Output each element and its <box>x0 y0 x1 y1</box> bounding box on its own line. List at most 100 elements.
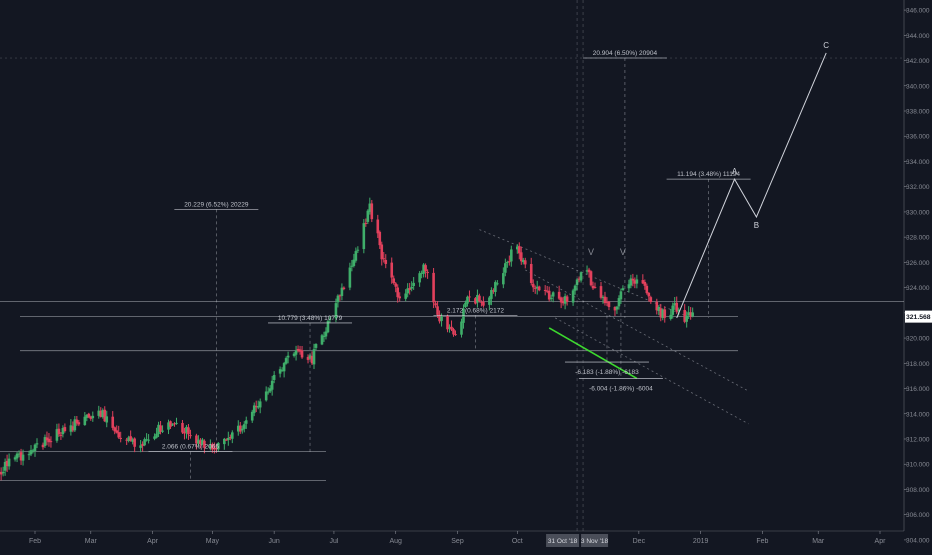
candle-body <box>432 273 435 302</box>
candle-body <box>2 472 5 473</box>
chevron-down-marker: V <box>620 247 626 257</box>
candle-body <box>450 327 453 330</box>
candle-body <box>337 296 340 303</box>
candle-body <box>574 286 577 291</box>
y-tick-label: 346.000 <box>906 8 930 15</box>
candle-body <box>267 392 270 393</box>
candle-body <box>468 296 471 297</box>
candle-body <box>663 309 666 317</box>
measure-label: -6.004 (-1.86%) -6004 <box>589 385 653 392</box>
candle-body <box>371 203 374 219</box>
y-tick-label: 342.000 <box>906 58 930 65</box>
candle-body <box>646 286 649 293</box>
measure-label: 20.904 (6.50%) 20904 <box>593 50 658 57</box>
candle-body <box>301 350 304 357</box>
x-tick-label: Dec <box>633 538 646 545</box>
x-tick-label: Jul <box>329 538 338 545</box>
candle-body <box>315 344 318 348</box>
candle-body <box>273 375 276 380</box>
candle-body <box>632 279 635 281</box>
candle-body <box>466 297 469 304</box>
y-tick-label: 308.000 <box>906 487 930 494</box>
candle-body <box>22 455 25 461</box>
candle-body <box>538 287 541 291</box>
candle-body <box>111 417 114 428</box>
x-tick-label: Mar <box>85 538 98 545</box>
y-tick-label: 328.000 <box>906 235 930 242</box>
candle-body <box>84 417 87 425</box>
x-highlight-tag: 3 Nov '18 <box>581 534 609 547</box>
wave-label-a: A <box>732 167 738 176</box>
candle-body <box>8 459 11 467</box>
candle-body <box>616 307 619 310</box>
candle-body <box>650 297 653 302</box>
y-tick-label: 310.000 <box>906 462 930 469</box>
y-tick-label: 336.000 <box>906 134 930 141</box>
candle-body <box>259 401 262 407</box>
candle-body <box>550 298 553 299</box>
candle-body <box>382 258 385 259</box>
candle-body <box>478 296 481 301</box>
candle-body <box>231 432 234 438</box>
candle-body <box>530 264 533 283</box>
candle-body <box>105 416 108 422</box>
x-highlight-label: 31 Oct '18 <box>548 538 578 545</box>
candle-body <box>187 427 190 434</box>
candle-body <box>594 287 597 288</box>
candle-body <box>223 439 226 444</box>
candle-body <box>58 429 61 435</box>
candle-body <box>404 294 407 299</box>
candle-body <box>620 291 623 299</box>
candle-body <box>161 431 164 432</box>
candle-body <box>398 296 401 298</box>
candle-body <box>343 288 346 289</box>
candle <box>321 334 324 345</box>
candle-body <box>691 312 694 316</box>
candle-body <box>60 435 63 436</box>
x-tick-label: Apr <box>875 538 887 545</box>
candle-body <box>367 211 370 222</box>
last-price-tag: 321.568 <box>905 311 932 323</box>
candle <box>363 219 366 253</box>
last-price-label: 321.568 <box>906 314 931 321</box>
candle-body <box>376 219 379 233</box>
candle-body <box>590 271 593 285</box>
measure-label: -6.183 (-1.88%) -6183 <box>575 369 639 376</box>
candle-body <box>510 249 513 261</box>
candle-body <box>396 288 399 298</box>
candle-body <box>171 424 174 425</box>
candle-body <box>147 440 150 441</box>
candle-body <box>482 302 485 306</box>
candle-body <box>378 232 381 245</box>
candle-body <box>669 315 672 319</box>
candle-body <box>175 423 178 424</box>
measure-label: 10.779 (3.48%) 10779 <box>278 315 343 322</box>
candle-body <box>410 287 413 289</box>
x-tick-label: Oct <box>512 538 523 545</box>
candle-body <box>392 278 395 283</box>
candle-body <box>117 432 120 437</box>
candle-body <box>380 245 383 260</box>
candle-body <box>600 286 603 298</box>
candle-body <box>155 434 158 438</box>
candle-body <box>355 251 358 261</box>
candle-body <box>502 273 505 284</box>
candle-body <box>572 290 575 302</box>
y-tick-label: 320.000 <box>906 336 930 343</box>
candle-body <box>91 416 94 418</box>
measure-label: 20.229 (6.52%) 20229 <box>184 201 249 208</box>
y-tick-label: 334.000 <box>906 159 930 166</box>
measure-label: 2.066 (0.67%) 2066 <box>162 444 219 451</box>
candle-body <box>580 272 583 280</box>
x-tick-label: May <box>206 538 220 545</box>
candle-body <box>424 265 427 271</box>
y-tick-label: 324.000 <box>906 285 930 292</box>
candle-body <box>418 273 421 282</box>
y-tick-label: 304.000 <box>906 537 930 544</box>
candle-body <box>426 272 429 273</box>
candle-body <box>287 356 290 358</box>
candle-body <box>34 445 37 451</box>
candle-body <box>671 306 674 315</box>
candle-body <box>648 293 651 297</box>
